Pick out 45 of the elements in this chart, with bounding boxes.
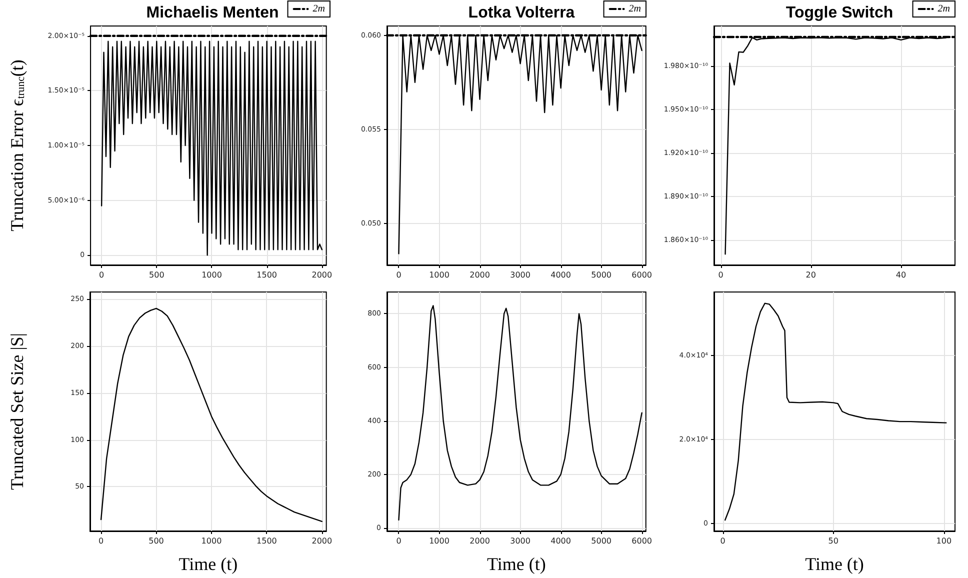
- x-tick-label: 0: [99, 270, 104, 280]
- y-axis-title: Truncation Error ϵtrunc(t): [7, 60, 28, 232]
- x-tick-label: 20: [806, 270, 816, 280]
- x-tick-label: 3000: [510, 270, 530, 280]
- x-tick-label: 5000: [591, 270, 612, 280]
- x-tick-label: 500: [148, 536, 164, 546]
- x-tick-label: 5000: [591, 536, 612, 546]
- chart-title: Lotka Volterra: [468, 4, 575, 22]
- x-tick-label: 2000: [312, 270, 332, 280]
- x-tick-label: 4000: [550, 270, 571, 280]
- x-tick-label: 1000: [202, 270, 222, 280]
- x-tick-label: 500: [149, 270, 164, 280]
- legend-label: 2m: [628, 4, 642, 14]
- x-tick-label: 0: [396, 536, 402, 546]
- x-tick-label: 2000: [470, 536, 490, 546]
- x-tick-label: 1000: [429, 536, 450, 546]
- line-series: [100, 40, 323, 256]
- x-tick-label: 1500: [256, 536, 277, 546]
- y-axis-title: Truncated Set Size |S|: [7, 332, 27, 490]
- line-series: [398, 305, 642, 521]
- x-tick-label: 100: [936, 536, 952, 546]
- x-tick-label: 1000: [429, 270, 450, 280]
- x-axis-title: Time (t): [487, 554, 546, 574]
- x-tick-label: 2000: [470, 270, 490, 280]
- line-series: [724, 302, 947, 521]
- x-tick-label: 6000: [632, 270, 652, 280]
- x-tick-label: 0: [98, 536, 104, 546]
- x-tick-label: 4000: [550, 536, 571, 546]
- x-tick-label: 0: [396, 270, 402, 280]
- x-tick-label: 2000: [312, 536, 332, 546]
- x-tick-label: 0: [720, 536, 726, 546]
- legend-label: 2m: [938, 4, 950, 14]
- chart-title: Michaelis Menten: [146, 4, 279, 22]
- x-axis-title: Time (t): [805, 554, 864, 574]
- legend-label: 2m: [312, 4, 326, 14]
- x-tick-label: 3000: [510, 536, 530, 546]
- x-tick-label: 1000: [201, 536, 222, 546]
- x-tick-label: 40: [896, 270, 906, 280]
- x-tick-label: 50: [828, 536, 838, 546]
- x-axis-title: Time (t): [178, 554, 238, 574]
- x-tick-label: 1500: [256, 270, 278, 280]
- line-series: [100, 308, 323, 522]
- chart-title: Toggle Switch: [786, 4, 894, 22]
- x-tick-label: 0: [718, 270, 724, 280]
- x-tick-label: 6000: [632, 536, 652, 546]
